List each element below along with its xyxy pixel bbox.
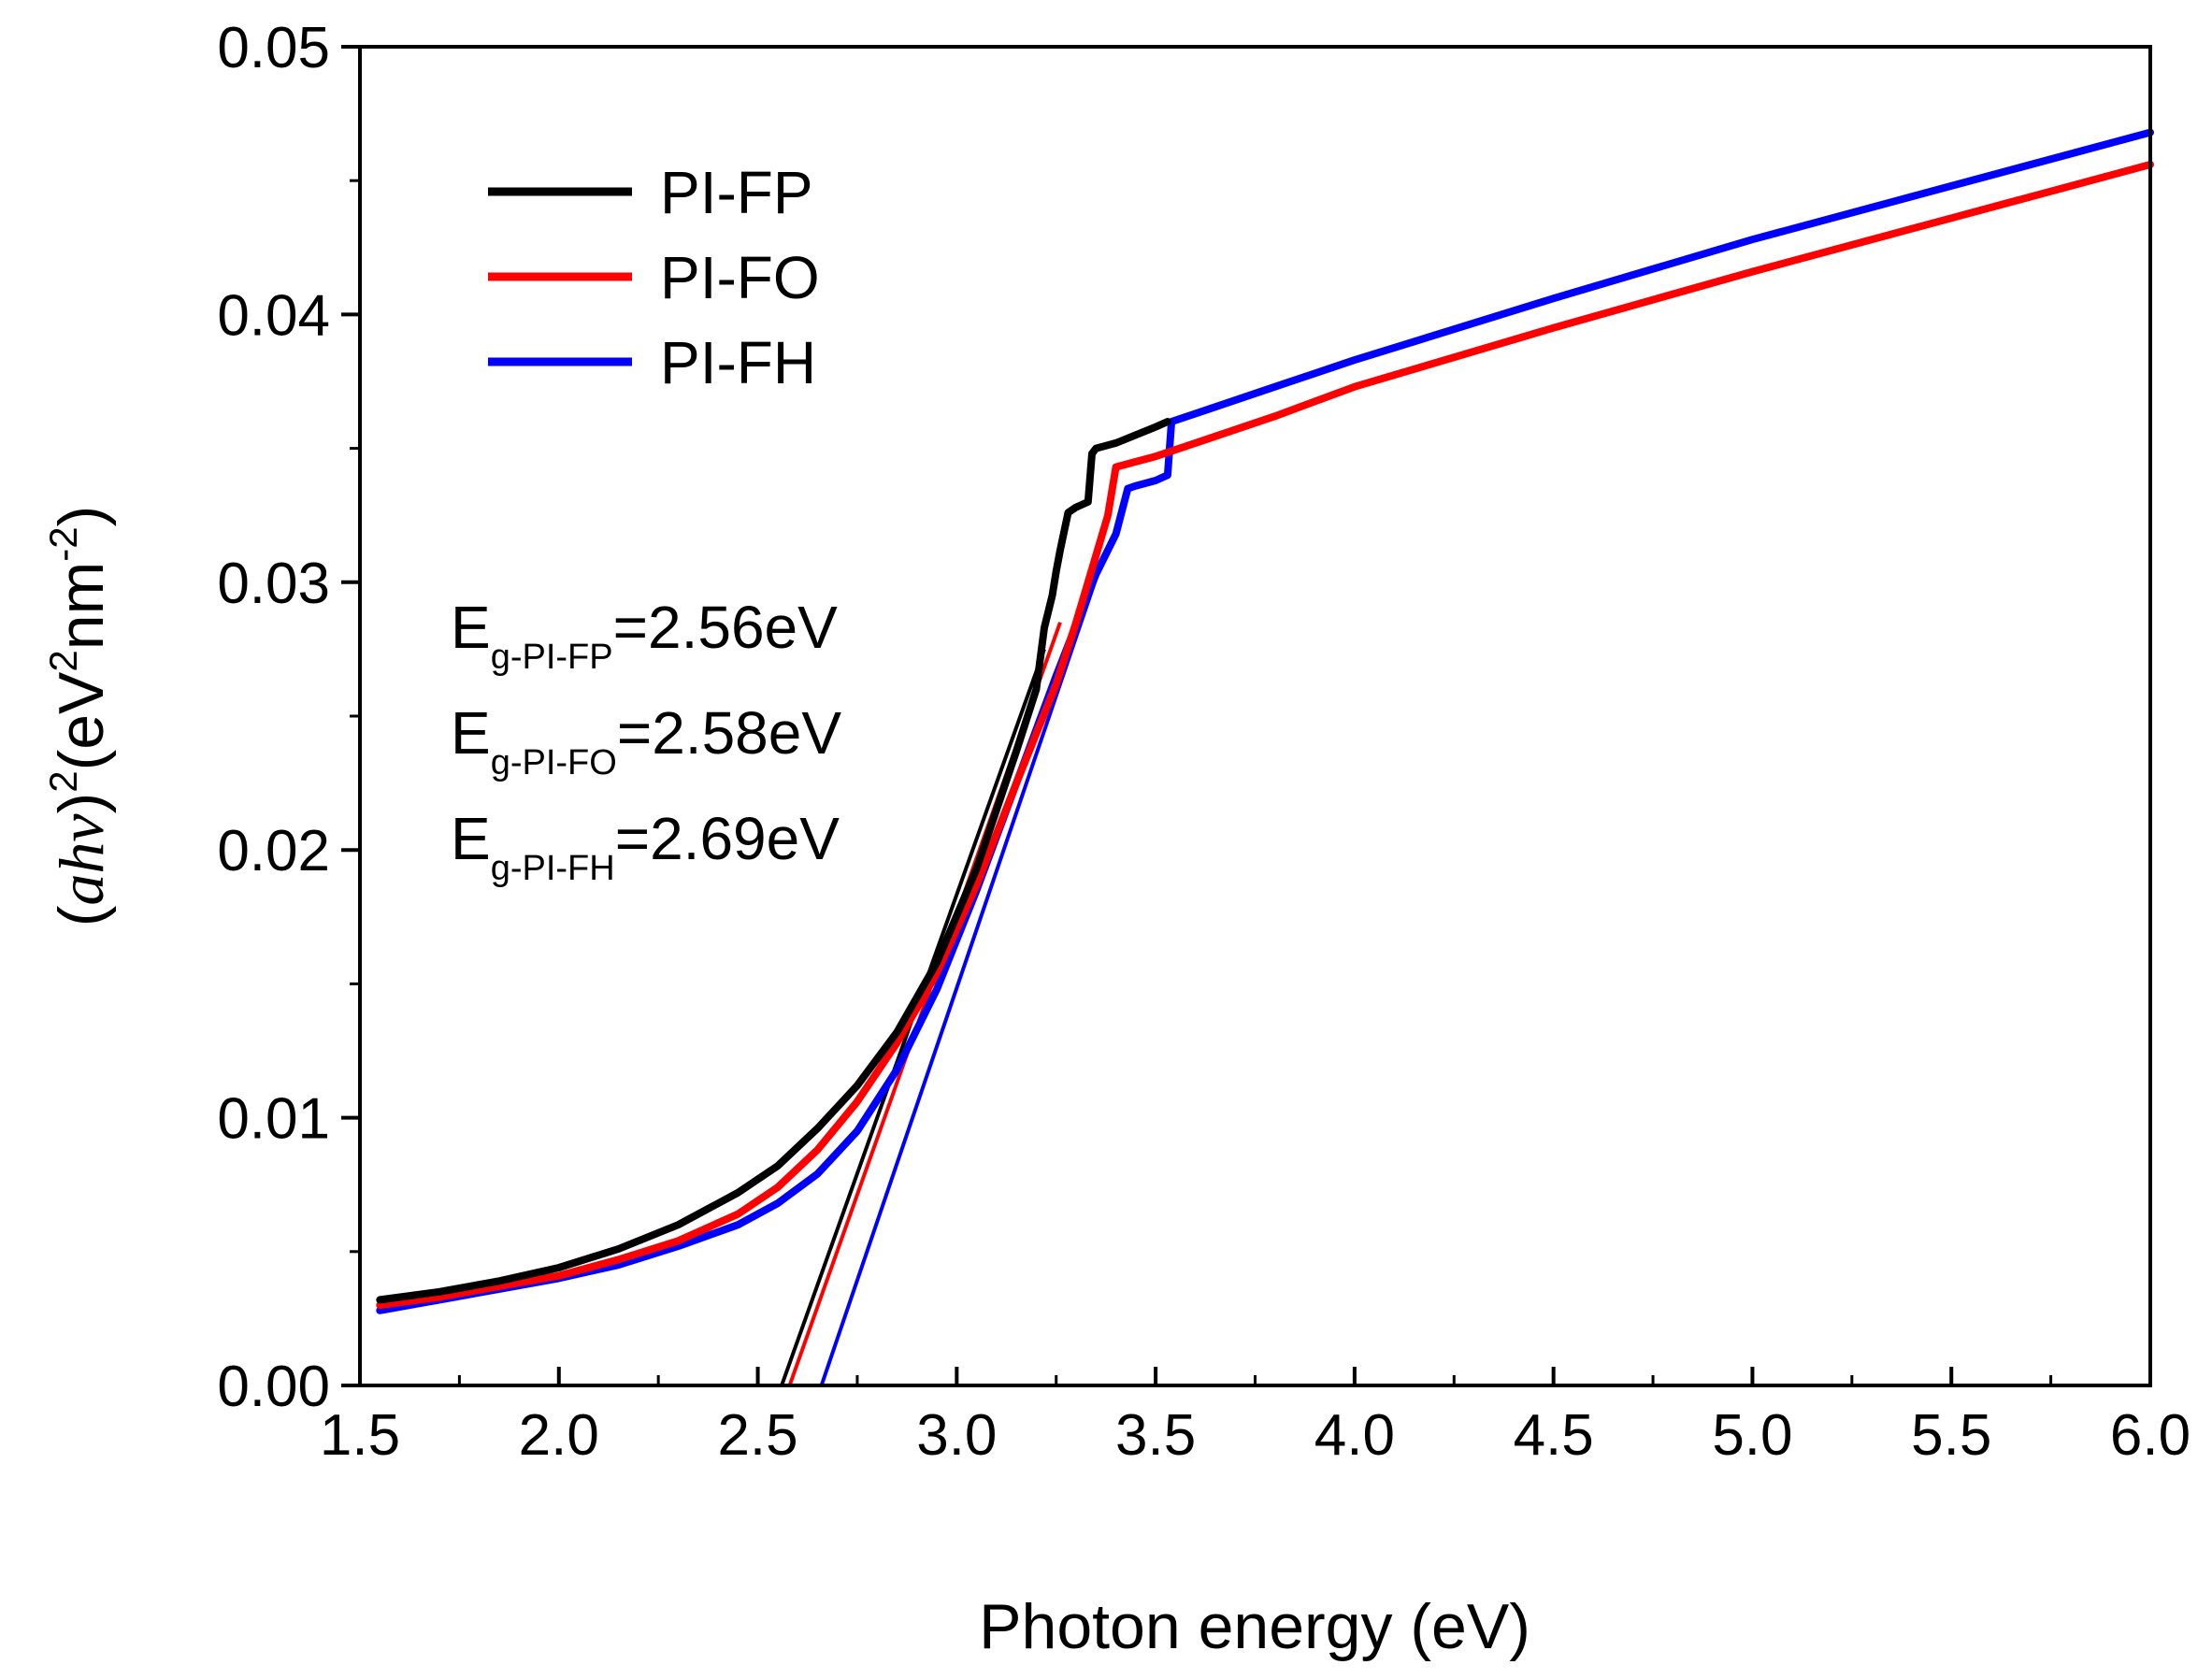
y-tick-label: 0.02 xyxy=(217,819,330,883)
bandgap-annotation-pi-fo: Eg-PI-FO=2.58eV xyxy=(451,699,841,782)
bandgap-annotation-sub: g-PI-FP xyxy=(491,638,613,677)
x-tick-label: 6.0 xyxy=(2110,1403,2190,1468)
bandgap-annotation-pi-fp: Eg-PI-FP=2.56eV xyxy=(451,594,838,677)
legend-label-pi-fp: PI-FP xyxy=(660,159,813,226)
tangent-line-pi-fh xyxy=(819,554,1106,1386)
y-axis-title-italic: ahv xyxy=(46,813,117,906)
y-axis-title-unit-b: nm xyxy=(46,562,117,650)
legend-label-pi-fh: PI-FH xyxy=(660,329,816,396)
bandgap-annotation-value: =2.58eV xyxy=(617,699,842,767)
series-line-pi-fp xyxy=(376,418,1171,1304)
y-tick-label: 0.04 xyxy=(217,283,330,348)
bandgap-annotation-value: =2.56eV xyxy=(613,594,839,661)
data-series xyxy=(376,128,2154,1314)
plot-frame xyxy=(358,45,2152,1387)
bandgap-annotations: Eg-PI-FP=2.56eV Eg-PI-FO=2.58eV Eg-PI-FH… xyxy=(451,594,841,888)
bandgap-annotation-value: =2.69eV xyxy=(615,805,840,872)
bandgap-annotation-main: E xyxy=(451,699,491,767)
legend-label-pi-fo: PI-FO xyxy=(660,244,820,311)
x-axis-title: Photon energy (eV) xyxy=(979,1591,1530,1662)
x-tick-label: 2.0 xyxy=(519,1403,599,1468)
legend: PI-FP PI-FO PI-FH xyxy=(488,159,820,396)
y-tick-labels: 0.00 0.01 0.02 0.03 0.04 0.05 xyxy=(217,16,330,1419)
bandgap-annotation-sub: g-PI-FO xyxy=(491,743,617,782)
x-tick-labels: 1.5 2.0 2.5 3.0 3.5 4.0 4.5 5.0 5.5 6.0 xyxy=(320,1403,2190,1468)
bandgap-annotation-pi-fh: Eg-PI-FH=2.69eV xyxy=(451,805,840,888)
y-axis-title-unit-a: (eV xyxy=(46,671,117,770)
y-axis-title-sup2: 2 xyxy=(41,650,85,671)
plot-area xyxy=(360,47,2150,1385)
x-tick-label: 3.0 xyxy=(916,1403,997,1468)
x-tick-label: 4.0 xyxy=(1314,1403,1395,1468)
y-tick-label: 0.03 xyxy=(217,552,330,616)
x-tick-label: 5.0 xyxy=(1712,1403,1792,1468)
x-tick-label: 5.5 xyxy=(1911,1403,1991,1468)
y-tick-label: 0.00 xyxy=(217,1355,330,1419)
y-tick-label: 0.01 xyxy=(217,1087,330,1152)
x-tick-label: 1.5 xyxy=(320,1403,400,1468)
bandgap-annotation-main: E xyxy=(451,594,491,661)
y-axis-title-close: ) xyxy=(46,793,117,814)
bandgap-annotation-main: E xyxy=(451,805,491,872)
y-axis-title-sup3: -2 xyxy=(41,526,85,561)
y-axis-title-open: ( xyxy=(46,905,117,926)
y-tick-label: 0.05 xyxy=(217,16,330,80)
series-line-pi-fo xyxy=(376,161,2154,1310)
x-tick-label: 2.5 xyxy=(717,1403,797,1468)
y-axis-title-unit-c: ) xyxy=(46,506,117,527)
x-tick-label: 4.5 xyxy=(1514,1403,1594,1468)
bandgap-annotation-sub: g-PI-FH xyxy=(491,849,615,888)
x-tick-label: 3.5 xyxy=(1115,1403,1196,1468)
y-axis-title-sup1: 2 xyxy=(41,770,85,792)
y-axis-title: (ahv)2(eV2nm-2) xyxy=(41,506,117,927)
